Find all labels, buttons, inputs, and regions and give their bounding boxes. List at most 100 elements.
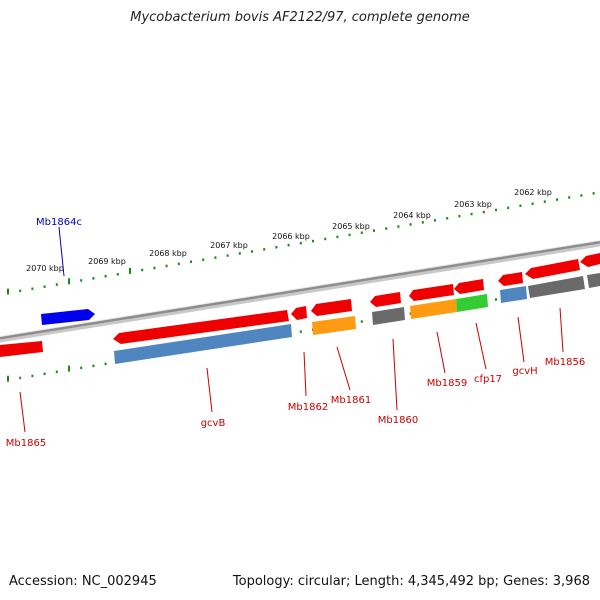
backbone-arc-shadow — [0, 243, 600, 343]
gene-bar-mb1859 — [410, 299, 457, 319]
tick-marks — [7, 192, 595, 382]
gene-arrow-mb1861 — [311, 299, 352, 316]
gene-label-gcvb[interactable]: gcvB — [201, 418, 226, 429]
outer-tick — [80, 279, 83, 282]
gene-features — [0, 226, 600, 433]
scale-label: 2063 kbp — [454, 200, 492, 209]
outer-tick — [385, 227, 388, 230]
outer-tick — [251, 250, 253, 253]
gene-bar-gcvb — [114, 324, 292, 364]
inner-tick — [299, 330, 302, 333]
outer-tick — [543, 200, 546, 203]
gene-bar-mb1861 — [312, 316, 356, 335]
leader-mb1865 — [19, 391, 26, 433]
gene-label-mb1864c[interactable]: Mb1864c — [36, 217, 82, 228]
leader-gcvh — [517, 316, 525, 363]
inner-tick — [495, 298, 497, 301]
outer-tick — [421, 221, 424, 224]
outer-tick — [336, 235, 339, 239]
outer-tick — [531, 202, 534, 205]
leader-mb1860 — [392, 338, 398, 411]
inner-tick — [31, 374, 34, 378]
gene-bar-mb1860 — [372, 307, 405, 325]
leader-cfp17 — [475, 322, 487, 370]
outer-tick — [348, 233, 351, 237]
inner-tick — [80, 366, 83, 370]
outer-tick — [31, 287, 34, 290]
scale-label: 2064 kbp — [393, 211, 431, 220]
outer-tick — [43, 285, 46, 288]
gene-label-mb1865[interactable]: Mb1865 — [6, 438, 46, 449]
leader-mb1864c — [58, 226, 65, 277]
outer-tick — [446, 217, 449, 220]
outer-tick — [68, 278, 70, 285]
gene-arrow-mb1856 — [525, 259, 580, 279]
outer-tick — [519, 204, 522, 207]
outer-tick — [19, 289, 22, 293]
inner-tick — [43, 372, 46, 376]
outer-tick — [7, 288, 9, 295]
gene-label-gcvh[interactable]: gcvH — [512, 366, 537, 377]
outer-tick — [104, 275, 107, 278]
inner-tick — [55, 370, 58, 374]
gene-label-mb1862[interactable]: Mb1862 — [288, 402, 328, 413]
leader-mb1862 — [303, 351, 307, 397]
scale-label: 2067 kbp — [210, 241, 248, 250]
outer-tick — [482, 210, 485, 214]
outer-tick — [92, 277, 95, 280]
gene-arrow-mb1862 — [291, 306, 307, 320]
leader-mb1856 — [559, 307, 564, 353]
inner-tick — [104, 362, 107, 366]
gene-arrow-gcvh — [498, 272, 523, 286]
outer-tick — [312, 239, 314, 243]
outer-tick — [568, 196, 571, 199]
scale-label: 2062 kbp — [514, 188, 552, 197]
outer-tick — [324, 237, 327, 241]
outer-tick — [177, 262, 180, 266]
inner-tick — [19, 376, 22, 380]
outer-tick — [397, 225, 400, 228]
gene-arrow-mb1859 — [409, 284, 454, 301]
outer-tick — [263, 248, 266, 251]
outer-tick — [299, 241, 302, 245]
tick-labels: 2070 kbp 2069 kbp 2068 kbp 2067 kbp 2066 kbp… — [26, 188, 552, 273]
outer-tick — [190, 260, 192, 263]
gene-arrow-partial-right — [580, 253, 600, 267]
inner-tick — [360, 320, 363, 323]
leader-mb1859 — [436, 331, 446, 374]
outer-tick — [458, 214, 461, 218]
gene-labels: Mb1864c Mb1865 gcvB Mb1862 Mb1861 Mb1860… — [6, 217, 585, 449]
gene-label-mb1861[interactable]: Mb1861 — [331, 395, 371, 406]
outer-tick — [55, 283, 58, 286]
outer-tick — [434, 219, 436, 222]
outer-tick — [165, 264, 168, 268]
outer-tick — [287, 243, 290, 247]
outer-tick — [275, 246, 278, 249]
gene-arrow-mb1865 — [0, 341, 43, 357]
map-title: Mycobacterium bovis AF2122/97, complete … — [130, 10, 470, 25]
inner-tick — [7, 375, 9, 382]
gene-label-mb1856[interactable]: Mb1856 — [545, 357, 585, 368]
gene-arrow-gcvb — [113, 310, 289, 344]
leader-gcvb — [206, 367, 213, 413]
outer-tick — [153, 266, 156, 270]
outer-tick — [373, 229, 375, 232]
scale-label: 2069 kbp — [88, 257, 126, 266]
gene-arrow-cfp17 — [454, 279, 484, 294]
gene-arrow-mb1864c — [41, 309, 95, 325]
outer-tick — [556, 198, 558, 201]
outer-tick — [580, 194, 583, 197]
gene-label-cfp17[interactable]: cfp17 — [474, 374, 502, 385]
gene-bar-partial-right — [587, 273, 600, 288]
outer-tick — [360, 231, 363, 234]
inner-tick — [68, 365, 70, 372]
scale-label: 2070 kbp — [26, 264, 64, 273]
outer-tick — [116, 273, 119, 276]
outer-tick — [592, 192, 595, 195]
gene-label-mb1860[interactable]: Mb1860 — [378, 415, 418, 426]
gene-bar-cfp17 — [456, 294, 488, 312]
outer-tick — [226, 254, 229, 257]
gene-label-mb1859[interactable]: Mb1859 — [427, 378, 467, 389]
outer-tick — [409, 223, 412, 226]
